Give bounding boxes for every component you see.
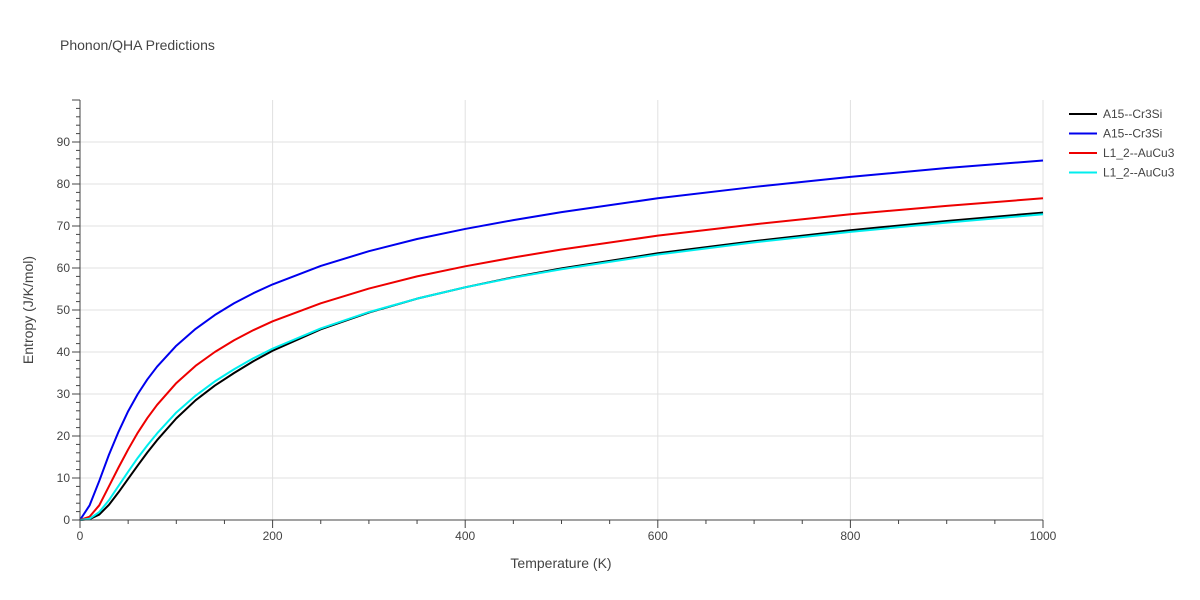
x-tick-label: 400 xyxy=(455,529,475,543)
x-tick-label: 200 xyxy=(263,529,283,543)
y-gridlines xyxy=(80,141,1043,479)
series-line-2 xyxy=(79,197,1044,521)
x-axis-ticks: 0 200 400 600 800 1000 xyxy=(77,520,1057,543)
series-layer xyxy=(79,159,1044,521)
chart-title: Phonon/QHA Predictions xyxy=(60,37,215,53)
x-tick-label: 1000 xyxy=(1030,529,1057,543)
y-tick-label: 70 xyxy=(57,219,71,233)
x-axis-title: Temperature (K) xyxy=(510,555,611,571)
series-line-1 xyxy=(79,159,1044,521)
y-axis-title: Entropy (J/K/mol) xyxy=(20,256,36,364)
y-tick-label: 30 xyxy=(57,387,71,401)
y-tick-label: 50 xyxy=(57,303,71,317)
y-tick-label: 20 xyxy=(57,429,71,443)
y-axis-ticks: 0 10 20 30 40 50 60 70 80 90 xyxy=(57,99,80,527)
legend-label: L1_2--AuCu3 xyxy=(1103,146,1175,160)
y-tick-label: 40 xyxy=(57,345,71,359)
legend-label: L1_2--AuCu3 xyxy=(1103,166,1175,180)
x-tick-label: 800 xyxy=(840,529,860,543)
series-line-0 xyxy=(79,211,1044,521)
y-tick-label: 10 xyxy=(57,471,71,485)
x-tick-label: 0 xyxy=(77,529,84,543)
y-tick-label: 90 xyxy=(57,135,71,149)
y-tick-label: 60 xyxy=(57,261,71,275)
series-line-3 xyxy=(79,213,1044,521)
legend: A15--Cr3Si A15--Cr3Si L1_2--AuCu3 L1_2--AuC… xyxy=(1069,107,1175,180)
y-tick-label: 0 xyxy=(63,513,70,527)
legend-label: A15--Cr3Si xyxy=(1103,107,1162,121)
legend-label: A15--Cr3Si xyxy=(1103,127,1162,141)
x-tick-label: 600 xyxy=(648,529,668,543)
y-tick-label: 80 xyxy=(57,177,71,191)
